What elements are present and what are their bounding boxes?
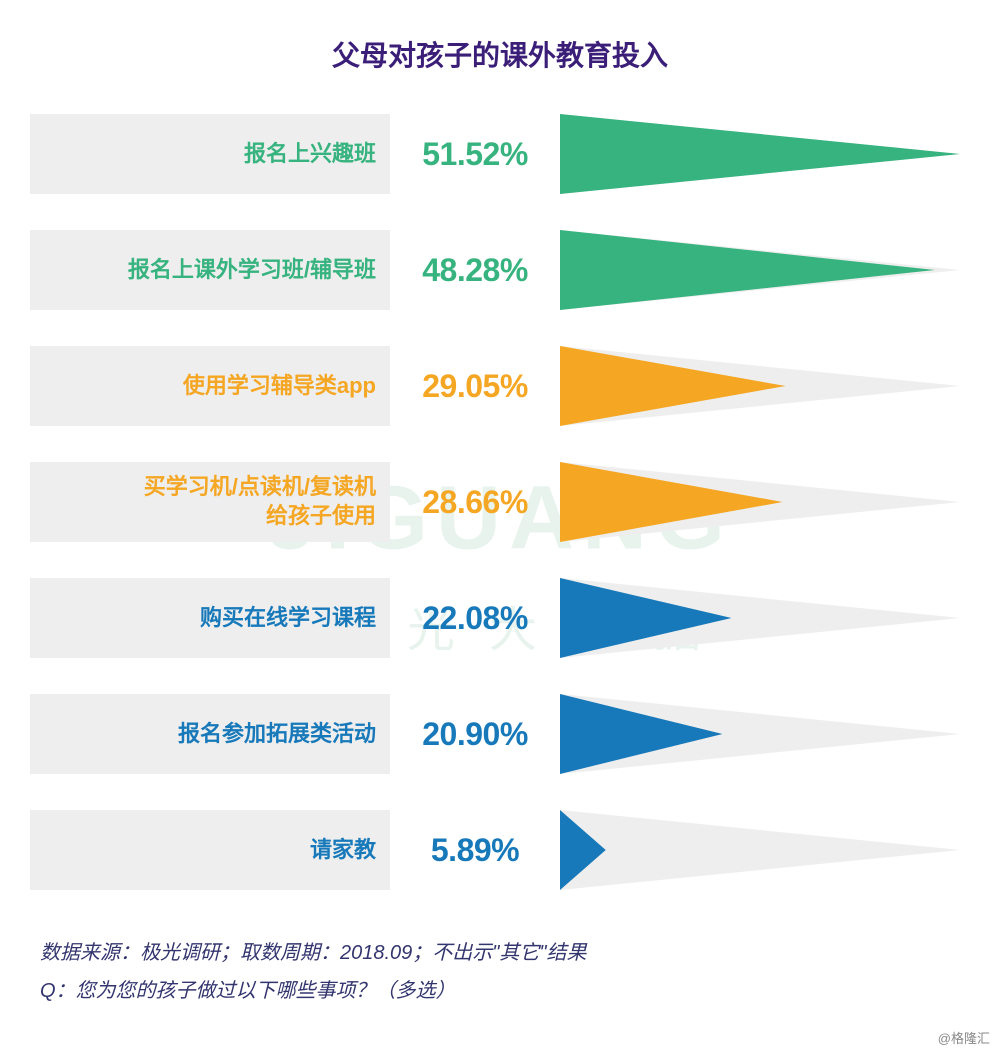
row-arrow (560, 810, 960, 890)
row-value: 5.89% (390, 832, 560, 869)
chart-row: 报名上兴趣班51.52% (30, 114, 970, 194)
chart-row: 购买在线学习课程22.08% (30, 578, 970, 658)
row-label: 报名上兴趣班 (30, 114, 390, 194)
row-label: 请家教 (30, 810, 390, 890)
chart-row: 报名参加拓展类活动20.90% (30, 694, 970, 774)
row-arrow (560, 694, 960, 774)
row-value: 48.28% (390, 252, 560, 289)
row-value: 51.52% (390, 136, 560, 173)
chart-title: 父母对孩子的课外教育投入 (0, 0, 1000, 114)
row-arrow (560, 346, 960, 426)
footnote-line-1: 数据来源：极光调研；取数周期：2018.09；不出示"其它"结果 (40, 934, 960, 972)
row-arrow (560, 230, 960, 310)
arrow-fg-icon (560, 810, 606, 890)
arrow-fg-icon (560, 114, 960, 194)
row-label: 报名参加拓展类活动 (30, 694, 390, 774)
chart-row: 买学习机/点读机/复读机 给孩子使用28.66% (30, 462, 970, 542)
row-arrow (560, 114, 960, 194)
arrow-fg-icon (560, 346, 786, 426)
row-arrow (560, 578, 960, 658)
row-value: 29.05% (390, 368, 560, 405)
row-arrow (560, 462, 960, 542)
row-value: 22.08% (390, 600, 560, 637)
chart-row: 报名上课外学习班/辅导班48.28% (30, 230, 970, 310)
arrow-fg-icon (560, 694, 722, 774)
row-label: 使用学习辅导类app (30, 346, 390, 426)
chart-rows: 报名上兴趣班51.52% 报名上课外学习班/辅导班48.28% 使用学习辅导类app… (0, 114, 1000, 890)
chart-row: 使用学习辅导类app29.05% (30, 346, 970, 426)
row-value: 28.66% (390, 484, 560, 521)
arrow-fg-icon (560, 462, 783, 542)
row-value: 20.90% (390, 716, 560, 753)
arrow-bg-icon (560, 810, 960, 890)
footnote: 数据来源：极光调研；取数周期：2018.09；不出示"其它"结果 Q：您为您的孩… (0, 934, 1000, 1010)
chart-row: 请家教5.89% (30, 810, 970, 890)
row-label: 报名上课外学习班/辅导班 (30, 230, 390, 310)
row-label: 买学习机/点读机/复读机 给孩子使用 (30, 462, 390, 542)
credit: @格隆汇 (938, 1028, 990, 1047)
arrow-fg-icon (560, 578, 731, 658)
row-label: 购买在线学习课程 (30, 578, 390, 658)
arrow-fg-icon (560, 230, 935, 310)
footnote-line-2: Q：您为您的孩子做过以下哪些事项？（多选） (40, 972, 960, 1010)
